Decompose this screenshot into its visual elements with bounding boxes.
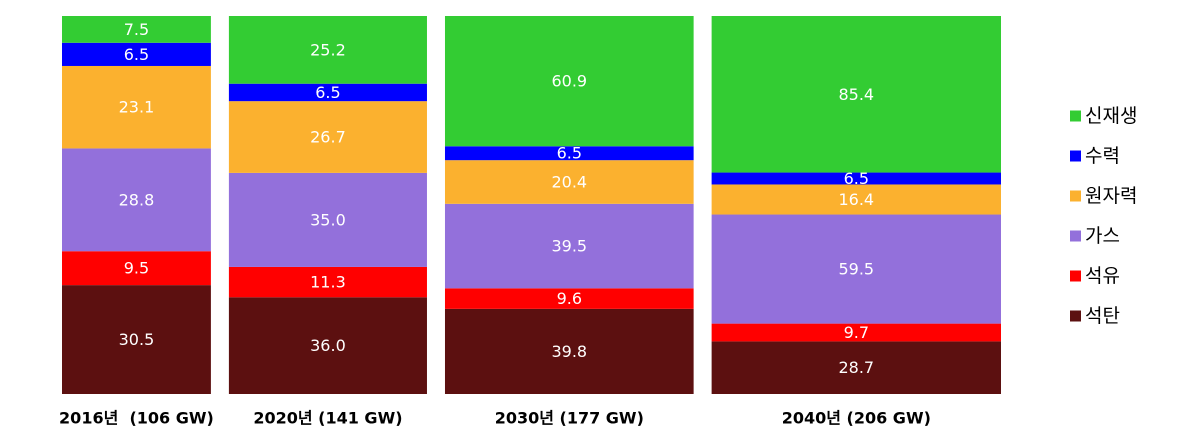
data-label: 36.0 bbox=[310, 336, 346, 355]
bar-segment bbox=[444, 16, 694, 147]
data-label: 26.7 bbox=[310, 128, 346, 147]
legend-item: 수력 bbox=[1070, 145, 1120, 167]
legend-swatch bbox=[1070, 190, 1081, 202]
bar-segment bbox=[711, 323, 1001, 342]
bar-column: 28.7 9.7 59.5 16.4 6.5 85.4 bbox=[711, 16, 1001, 394]
bar-segment bbox=[711, 214, 1001, 324]
data-label: 7.5 bbox=[124, 20, 149, 39]
data-label: 30.5 bbox=[119, 330, 155, 349]
bar-segment bbox=[228, 297, 427, 394]
bar-segment bbox=[62, 65, 211, 149]
data-label: 6.5 bbox=[844, 169, 869, 188]
data-label: 9.6 bbox=[557, 289, 582, 308]
data-label: 20.4 bbox=[551, 173, 587, 192]
legend-label: 석탄 bbox=[1085, 305, 1120, 327]
data-label: 16.4 bbox=[838, 190, 874, 209]
bar-segment bbox=[711, 16, 1001, 173]
bar-area: 30.5 9.5 28.8 23.1 6.5 7.5 36.0 11.3 35.0 26.7 6.5… bbox=[62, 16, 1001, 394]
legend-swatch bbox=[1070, 150, 1081, 162]
legend-swatch bbox=[1070, 110, 1081, 122]
bar-segment bbox=[711, 172, 1001, 185]
legend-label: 원자력 bbox=[1085, 185, 1137, 207]
bar-segment bbox=[228, 16, 427, 84]
data-label: 6.5 bbox=[315, 83, 340, 102]
bar-segment bbox=[444, 146, 694, 161]
data-label: 9.5 bbox=[124, 259, 149, 278]
bar-segment bbox=[711, 184, 1001, 215]
legend-label: 가스 bbox=[1085, 225, 1120, 247]
category-label: 2016년 (106 GW) bbox=[59, 409, 214, 428]
bar-segment bbox=[444, 288, 694, 309]
data-label: 85.4 bbox=[838, 85, 874, 104]
legend-item: 가스 bbox=[1070, 225, 1120, 247]
data-label: 59.5 bbox=[838, 260, 874, 279]
data-label: 9.7 bbox=[844, 323, 869, 342]
bar-segment bbox=[228, 101, 427, 173]
category-axis-labels: 2016년 (106 GW) 2020년 (141 GW) 2030년 (177 G… bbox=[59, 409, 931, 428]
bar-segment bbox=[444, 203, 694, 289]
data-label: 39.5 bbox=[551, 237, 587, 256]
legend-swatch bbox=[1070, 310, 1081, 322]
bar-segment bbox=[62, 16, 211, 43]
data-label: 11.3 bbox=[310, 273, 346, 292]
category-label: 2020년 (141 GW) bbox=[253, 409, 402, 428]
bar-segment bbox=[228, 172, 427, 267]
legend-swatch bbox=[1070, 230, 1081, 242]
legend-item: 신재생 bbox=[1070, 105, 1137, 127]
bar-segment bbox=[228, 266, 427, 298]
data-label: 60.9 bbox=[551, 72, 587, 91]
data-label: 25.2 bbox=[310, 40, 346, 59]
legend-item: 석탄 bbox=[1070, 305, 1120, 327]
data-label: 28.8 bbox=[119, 190, 155, 209]
bar-segment bbox=[62, 42, 211, 66]
category-label: 2030년 (177 GW) bbox=[495, 409, 644, 428]
bar-column: 36.0 11.3 35.0 26.7 6.5 25.2 bbox=[228, 16, 427, 394]
legend-label: 석유 bbox=[1085, 265, 1120, 287]
legend-label: 신재생 bbox=[1085, 105, 1137, 127]
bar-segment bbox=[444, 160, 694, 204]
legend-label: 수력 bbox=[1085, 145, 1120, 167]
bar-segment bbox=[444, 308, 694, 394]
data-label: 23.1 bbox=[119, 98, 155, 117]
bar-segment bbox=[228, 83, 427, 102]
legend-item: 원자력 bbox=[1070, 185, 1137, 207]
data-label: 28.7 bbox=[838, 358, 874, 377]
bar-segment bbox=[62, 251, 211, 286]
bar-column: 30.5 9.5 28.8 23.1 6.5 7.5 bbox=[62, 16, 211, 394]
data-label: 6.5 bbox=[557, 144, 582, 163]
bar-segment bbox=[62, 148, 211, 252]
legend-swatch bbox=[1070, 270, 1081, 282]
legend-item: 석유 bbox=[1070, 265, 1120, 287]
bar-segment bbox=[62, 285, 211, 394]
category-label: 2040년 (206 GW) bbox=[782, 409, 931, 428]
bar-column: 39.8 9.6 39.5 20.4 6.5 60.9 bbox=[444, 16, 694, 394]
data-label: 6.5 bbox=[124, 45, 149, 64]
data-label: 35.0 bbox=[310, 210, 346, 229]
bar-segment bbox=[711, 341, 1001, 394]
data-label: 39.8 bbox=[551, 342, 587, 361]
